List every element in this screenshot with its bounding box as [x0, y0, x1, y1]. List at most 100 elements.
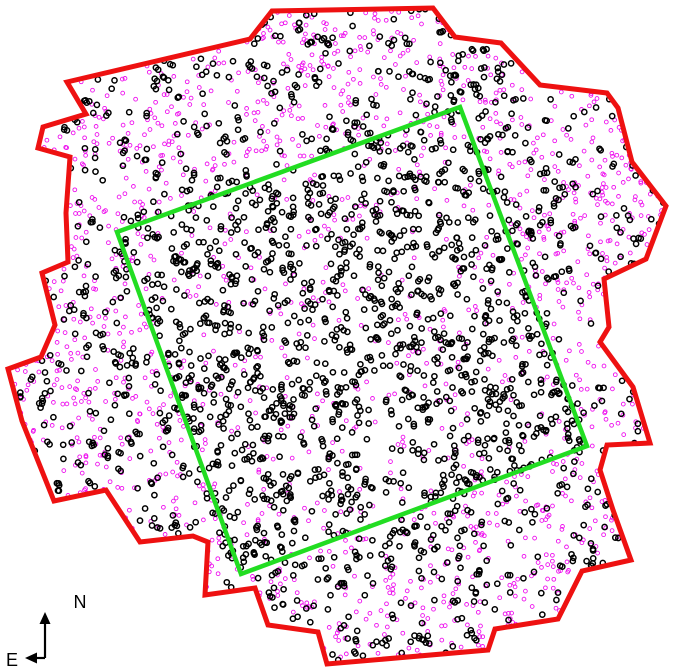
faint-source-marker [539, 518, 545, 523]
bright-source-marker [552, 272, 560, 280]
bright-source-marker [379, 247, 387, 255]
faint-source-marker [601, 181, 606, 186]
bright-source-marker [363, 111, 371, 119]
bright-source-marker [46, 351, 54, 359]
bright-source-marker [412, 111, 420, 119]
bright-source-marker [278, 544, 285, 551]
faint-source-marker [318, 548, 323, 554]
bright-source-marker [224, 552, 232, 559]
faint-source-marker [481, 533, 487, 539]
faint-source-marker [306, 518, 311, 524]
bright-source-marker [234, 126, 242, 134]
faint-source-marker [383, 578, 389, 583]
bright-source-marker [99, 330, 107, 338]
bright-source-marker [385, 147, 392, 155]
faint-source-marker [262, 286, 268, 292]
bright-source-marker [424, 315, 432, 323]
bright-source-marker [220, 308, 227, 316]
bright-source-marker [430, 568, 438, 576]
faint-source-marker [129, 120, 135, 126]
bright-source-marker [370, 101, 377, 109]
faint-source-marker [443, 145, 448, 151]
bright-source-marker [427, 536, 435, 543]
bright-source-marker [290, 410, 298, 418]
bright-source-marker [414, 450, 422, 458]
bright-source-marker [128, 440, 135, 447]
bright-source-marker [270, 414, 278, 422]
bright-source-marker [492, 401, 499, 409]
bright-source-marker [508, 455, 515, 463]
faint-source-marker [507, 161, 513, 167]
bright-source-marker [569, 557, 577, 565]
bright-source-marker [434, 354, 441, 361]
bright-source-marker [474, 439, 482, 447]
bright-source-marker [366, 261, 374, 268]
faint-source-marker [620, 412, 626, 418]
bright-source-marker [556, 482, 563, 489]
bright-source-marker [410, 422, 418, 430]
bright-source-marker [209, 509, 216, 517]
faint-source-marker [469, 66, 475, 71]
bright-source-marker [197, 55, 205, 63]
bright-source-marker [378, 282, 386, 290]
faint-source-marker [473, 540, 478, 545]
faint-source-marker [284, 163, 290, 168]
bright-source-marker [333, 326, 341, 333]
bright-source-marker [468, 325, 476, 333]
faint-source-marker [383, 17, 389, 23]
bright-source-marker [388, 410, 395, 418]
bright-source-marker [262, 552, 270, 560]
faint-source-marker [208, 88, 214, 94]
bright-source-marker [366, 263, 374, 271]
bright-source-marker [134, 214, 142, 222]
bright-source-marker [515, 402, 523, 410]
bright-source-marker [448, 353, 456, 361]
faint-source-marker [76, 439, 82, 445]
bright-source-marker [459, 389, 467, 397]
faint-source-marker [493, 55, 499, 61]
faint-source-marker [460, 97, 466, 103]
bright-source-marker [386, 316, 394, 324]
bright-source-marker [512, 342, 520, 349]
bright-source-marker [403, 243, 411, 251]
faint-source-marker [472, 304, 478, 309]
faint-source-marker [569, 498, 574, 504]
faint-source-marker [508, 397, 514, 403]
bright-source-marker [380, 160, 388, 168]
bright-source-marker [273, 491, 280, 499]
bright-source-marker [185, 470, 193, 477]
bright-source-marker [373, 102, 380, 109]
bright-source-marker [454, 534, 461, 542]
bright-source-marker [99, 176, 107, 184]
bright-source-marker [345, 460, 352, 468]
bright-source-marker [190, 425, 198, 432]
faint-source-marker [296, 103, 302, 109]
faint-source-marker [119, 76, 125, 82]
bright-source-marker [617, 410, 625, 418]
faint-source-marker [336, 317, 342, 323]
faint-source-marker [576, 285, 582, 291]
bright-source-marker [156, 317, 164, 325]
faint-source-marker [508, 197, 514, 202]
bright-source-marker [190, 401, 198, 409]
bright-source-marker [195, 428, 203, 436]
bright-source-marker [385, 477, 393, 485]
faint-source-marker [181, 94, 186, 100]
bright-source-marker [228, 434, 235, 442]
faint-source-marker [164, 109, 170, 115]
bright-source-marker [511, 462, 518, 469]
bright-source-marker [147, 479, 155, 486]
bright-source-marker [60, 455, 67, 463]
faint-source-marker [92, 197, 98, 202]
bright-source-marker [115, 351, 122, 358]
bright-source-marker [89, 216, 96, 223]
bright-source-marker [536, 221, 544, 229]
faint-source-marker [255, 109, 261, 115]
bright-source-marker [434, 360, 441, 367]
bright-source-marker [454, 615, 461, 623]
bright-source-marker [276, 147, 284, 155]
bright-source-marker [181, 258, 189, 266]
bright-source-marker [159, 73, 167, 81]
faint-source-marker [250, 577, 256, 582]
faint-source-marker [550, 503, 555, 509]
